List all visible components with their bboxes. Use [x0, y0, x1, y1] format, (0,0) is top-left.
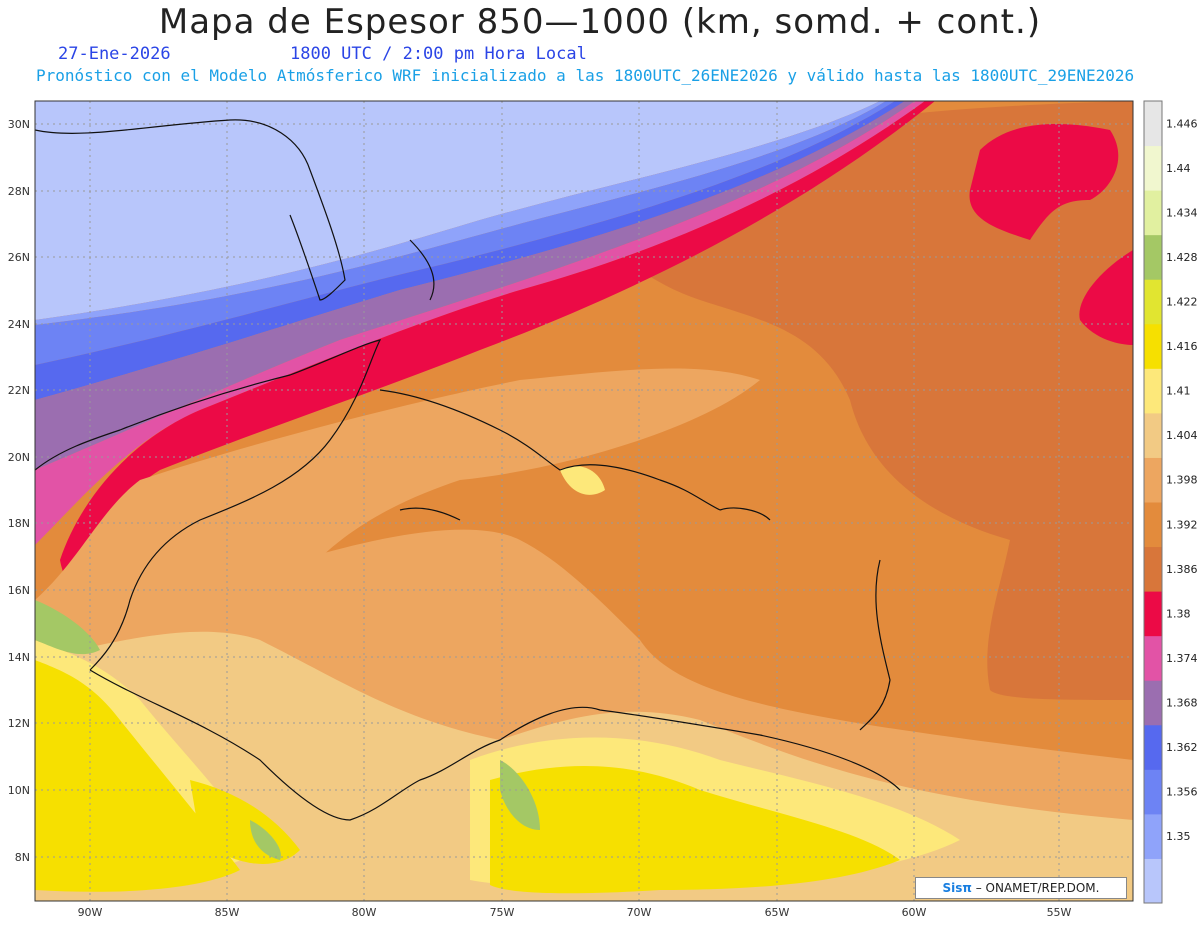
colorbar-swatch	[1144, 234, 1162, 280]
colorbar-label: 1.404	[1166, 429, 1198, 442]
latitude-axis: 30N 28N 26N 24N 22N 20N 18N 16N 14N 12N …	[8, 118, 30, 864]
colorbar-label: 1.362	[1166, 741, 1198, 754]
colorbar-label: 1.44	[1166, 162, 1191, 175]
graticule	[35, 101, 1133, 901]
credit-box: Sisπ – ONAMET/REP.DOM.	[915, 877, 1127, 899]
lat-tick: 8N	[15, 851, 30, 864]
lat-tick: 30N	[8, 118, 30, 131]
map-frame	[34, 100, 1134, 902]
map-fields	[35, 101, 1133, 901]
colorbar-label: 1.422	[1166, 296, 1198, 309]
colorbar-label: 1.35	[1166, 830, 1191, 843]
colorbar-label: 1.434	[1166, 206, 1198, 219]
colorbar-label: 1.41	[1166, 385, 1191, 398]
colorbar: 1.35 1.356 1.362 1.368 1.374 1.38 1.386 1.392 1.…	[1143, 100, 1198, 904]
colorbar-swatch	[1144, 724, 1162, 770]
lat-tick: 14N	[8, 651, 30, 664]
lat-tick: 26N	[8, 251, 30, 264]
colorbar-label: 1.368	[1166, 697, 1198, 710]
colorbar-label: 1.356	[1166, 786, 1198, 799]
forecast-time: 1800 UTC / 2:00 pm Hora Local	[290, 44, 587, 64]
forecast-note: Pronóstico con el Modelo Atmósferico WRF…	[36, 66, 1135, 85]
colorbar-swatch	[1144, 279, 1162, 325]
lat-tick: 12N	[8, 717, 30, 730]
colorbar-label: 1.428	[1166, 251, 1198, 264]
lon-tick: 75W	[490, 906, 515, 919]
colorbar-swatch	[1144, 769, 1162, 815]
colorbar-swatch	[1144, 368, 1162, 414]
lat-tick: 28N	[8, 185, 30, 198]
lat-tick: 22N	[8, 384, 30, 397]
lon-tick: 60W	[902, 906, 927, 919]
lon-tick: 70W	[627, 906, 652, 919]
colorbar-label: 1.416	[1166, 340, 1198, 353]
lat-tick: 24N	[8, 318, 30, 331]
colorbar-swatch	[1144, 813, 1162, 859]
lat-tick: 18N	[8, 517, 30, 530]
lat-tick: 16N	[8, 584, 30, 597]
colorbar-swatch	[1144, 190, 1162, 236]
colorbar-swatch	[1144, 323, 1162, 369]
lon-tick: 90W	[78, 906, 103, 919]
longitude-axis: 90W 85W 80W 75W 70W 65W 60W 55W	[78, 906, 1072, 919]
colorbar-label: 1.374	[1166, 652, 1198, 665]
colorbar-label: 1.38	[1166, 607, 1191, 620]
colorbar-frame	[1143, 100, 1163, 904]
lon-tick: 65W	[765, 906, 790, 919]
colorbar-label: 1.398	[1166, 474, 1198, 487]
colorbar-swatch	[1144, 546, 1162, 592]
credit-text: – ONAMET/REP.DOM.	[971, 881, 1100, 895]
lon-tick: 55W	[1047, 906, 1072, 919]
colorbar-swatch	[1144, 145, 1162, 191]
map-title: Mapa de Espesor 850—1000 (km, somd. + co…	[158, 2, 1042, 42]
colorbar-swatch	[1144, 457, 1162, 503]
colorbar-swatch	[1144, 680, 1162, 726]
lat-tick: 20N	[8, 451, 30, 464]
forecast-date: 27-Ene-2026	[58, 44, 171, 64]
colorbar-swatch	[1144, 858, 1162, 904]
colorbar-swatch	[1144, 412, 1162, 458]
sispi-logo: Sisπ	[942, 881, 972, 895]
colorbar-label: 1.386	[1166, 563, 1198, 576]
colorbar-label: 1.446	[1166, 117, 1198, 130]
lat-tick: 10N	[8, 784, 30, 797]
lon-tick: 80W	[352, 906, 377, 919]
colorbar-swatch	[1144, 635, 1162, 681]
colorbar-label: 1.392	[1166, 518, 1198, 531]
coastlines	[35, 119, 901, 821]
lon-tick: 85W	[215, 906, 240, 919]
colorbar-swatch	[1144, 502, 1162, 548]
colorbar-swatch	[1144, 101, 1162, 147]
colorbar-swatch	[1144, 591, 1162, 637]
